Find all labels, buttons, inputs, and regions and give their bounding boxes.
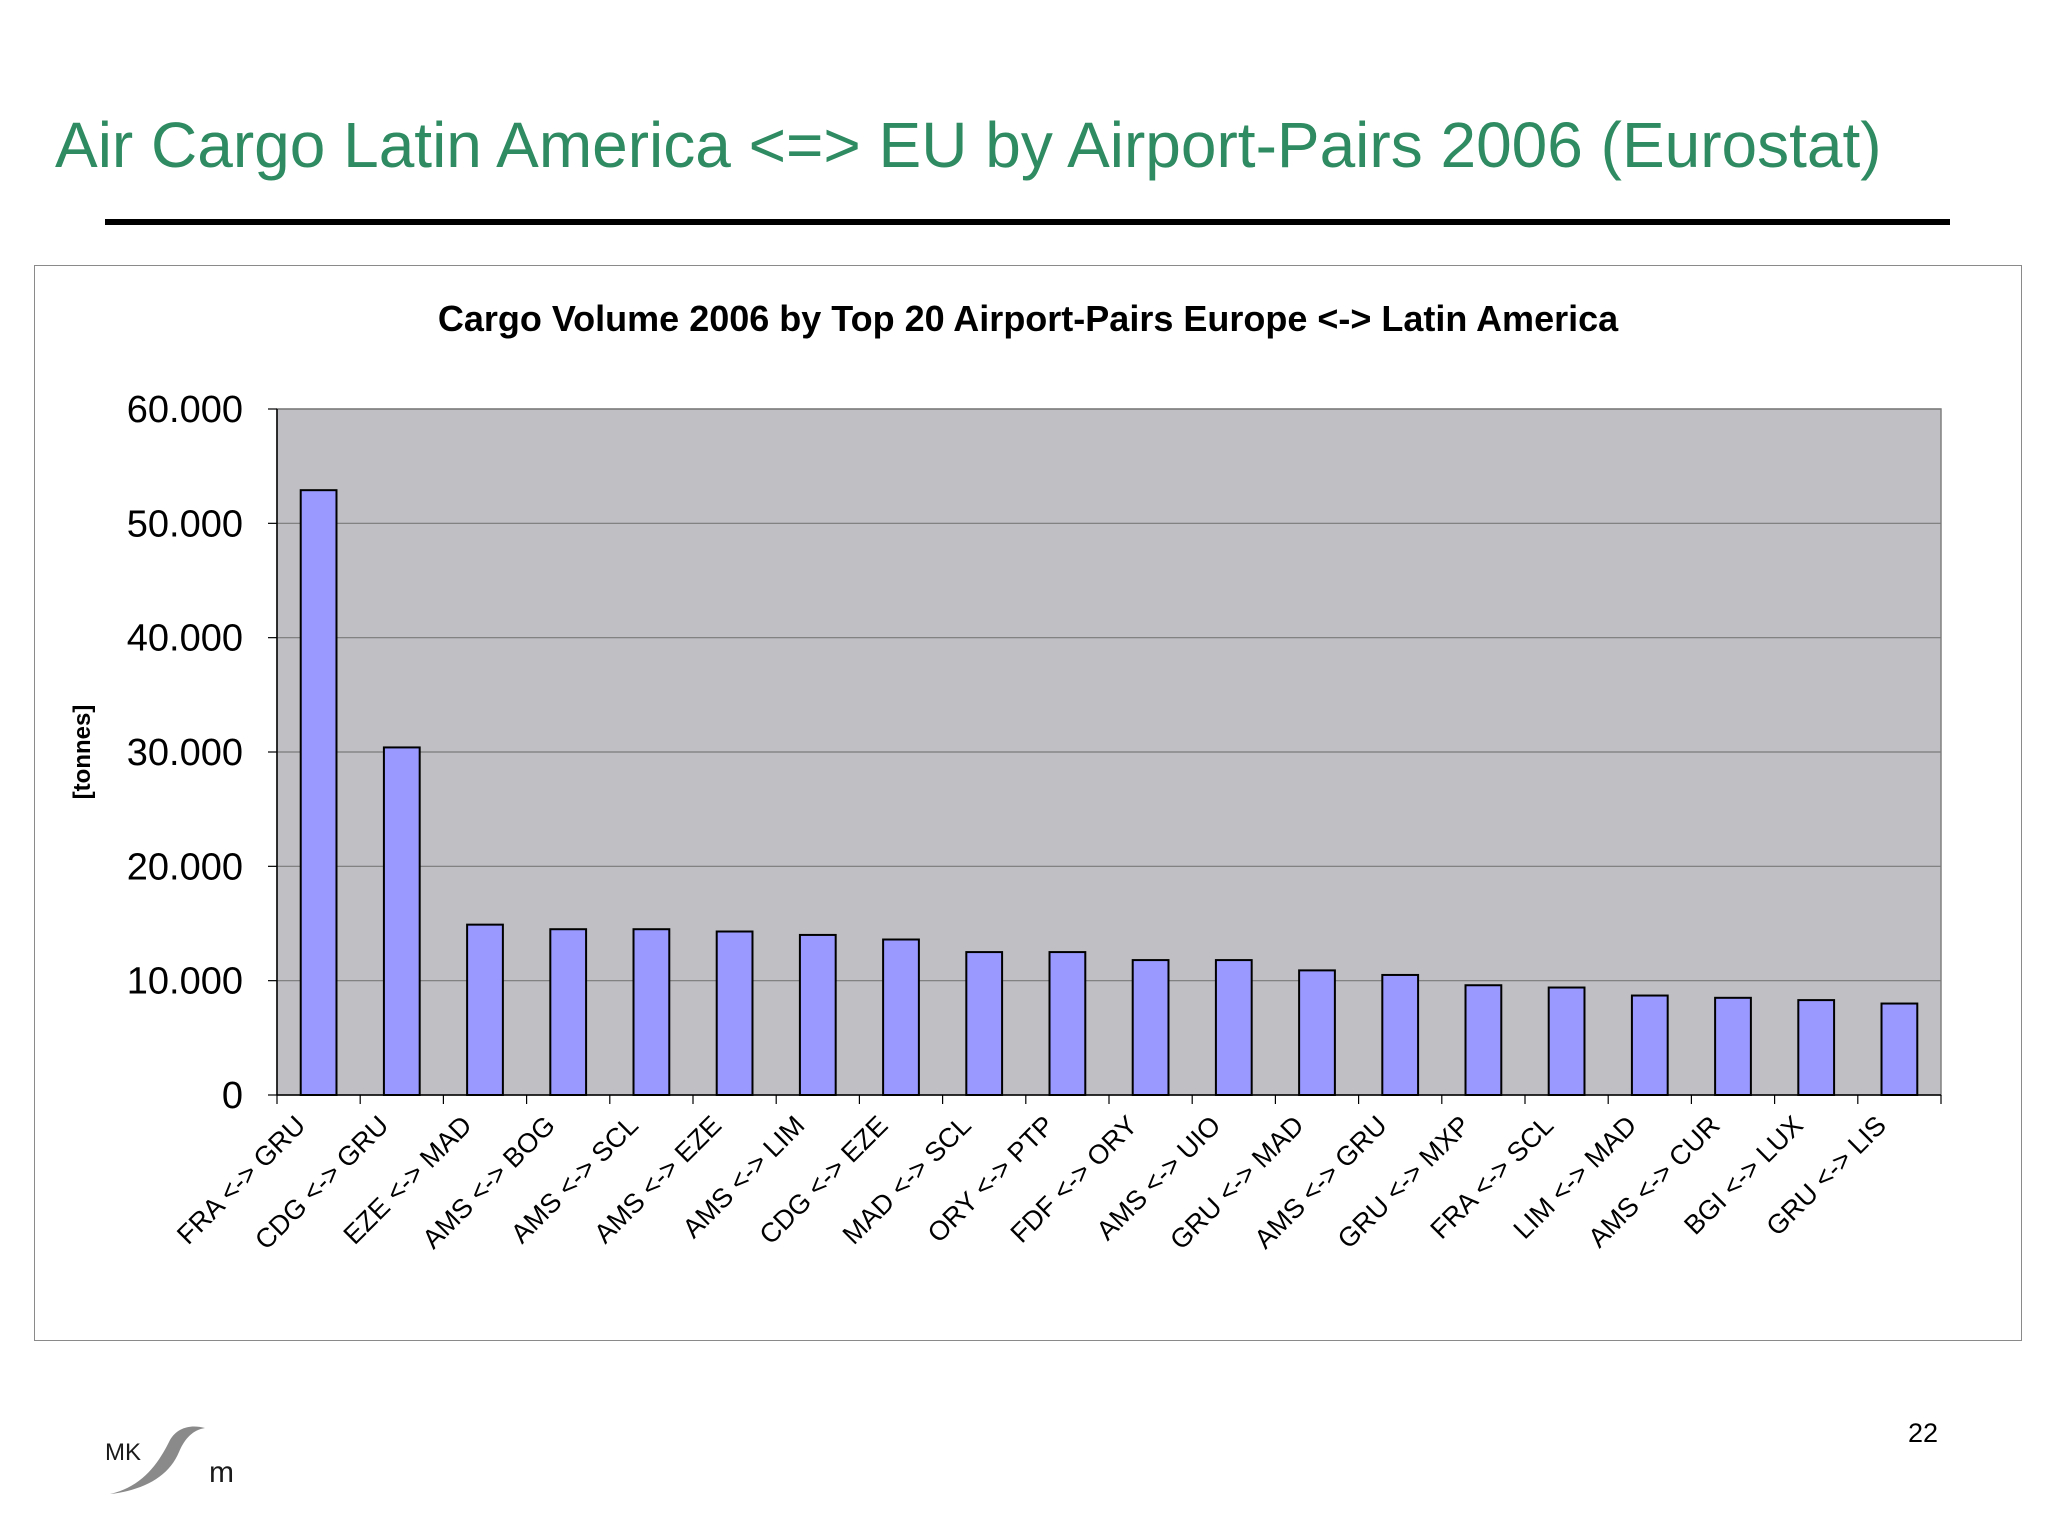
bar-19 (1797, 999, 1836, 1096)
bar-10 (1048, 951, 1087, 1096)
y-axis-label: [tonnes] (69, 705, 96, 800)
y-tick-label: 30.000 (127, 732, 243, 774)
logo-swoosh (110, 1426, 205, 1494)
mksm-logo-icon: MK m (105, 1426, 234, 1494)
slide-title: Air Cargo Latin America <=> EU by Airpor… (55, 109, 1882, 181)
y-tick-label: 40.000 (127, 618, 243, 660)
bar-14 (1381, 973, 1420, 1097)
bar-18 (1714, 996, 1752, 1096)
bar-8 (882, 938, 920, 1096)
y-tick-label: 0 (222, 1075, 243, 1117)
y-tick-label: 10.000 (127, 961, 243, 1003)
y-tick-label: 20.000 (127, 846, 243, 888)
bar-15 (1464, 984, 1503, 1096)
bar-7 (798, 933, 837, 1097)
bar-4 (549, 928, 588, 1097)
y-tick-label: 60.000 (127, 389, 243, 431)
bar-20 (1880, 1002, 1919, 1096)
bar-9 (965, 951, 1004, 1096)
title-divider (105, 219, 1950, 225)
bar-2 (382, 746, 421, 1097)
bar-16 (1547, 986, 1586, 1097)
bar-17 (1630, 994, 1669, 1097)
y-tick-label: 50.000 (127, 503, 243, 545)
bar-3 (466, 923, 504, 1096)
page-number: 22 (1907, 1418, 1938, 1448)
bar-13 (1298, 969, 1336, 1096)
bar-5 (632, 928, 671, 1097)
bar-1 (299, 489, 338, 1096)
bar-6 (715, 930, 754, 1097)
logo-text-left: MK (105, 1439, 141, 1466)
bar-11 (1131, 959, 1170, 1096)
logo-text-right: m (209, 1456, 234, 1489)
chart-title: Cargo Volume 2006 by Top 20 Airport-Pair… (438, 298, 1619, 339)
bar-12 (1214, 959, 1253, 1096)
